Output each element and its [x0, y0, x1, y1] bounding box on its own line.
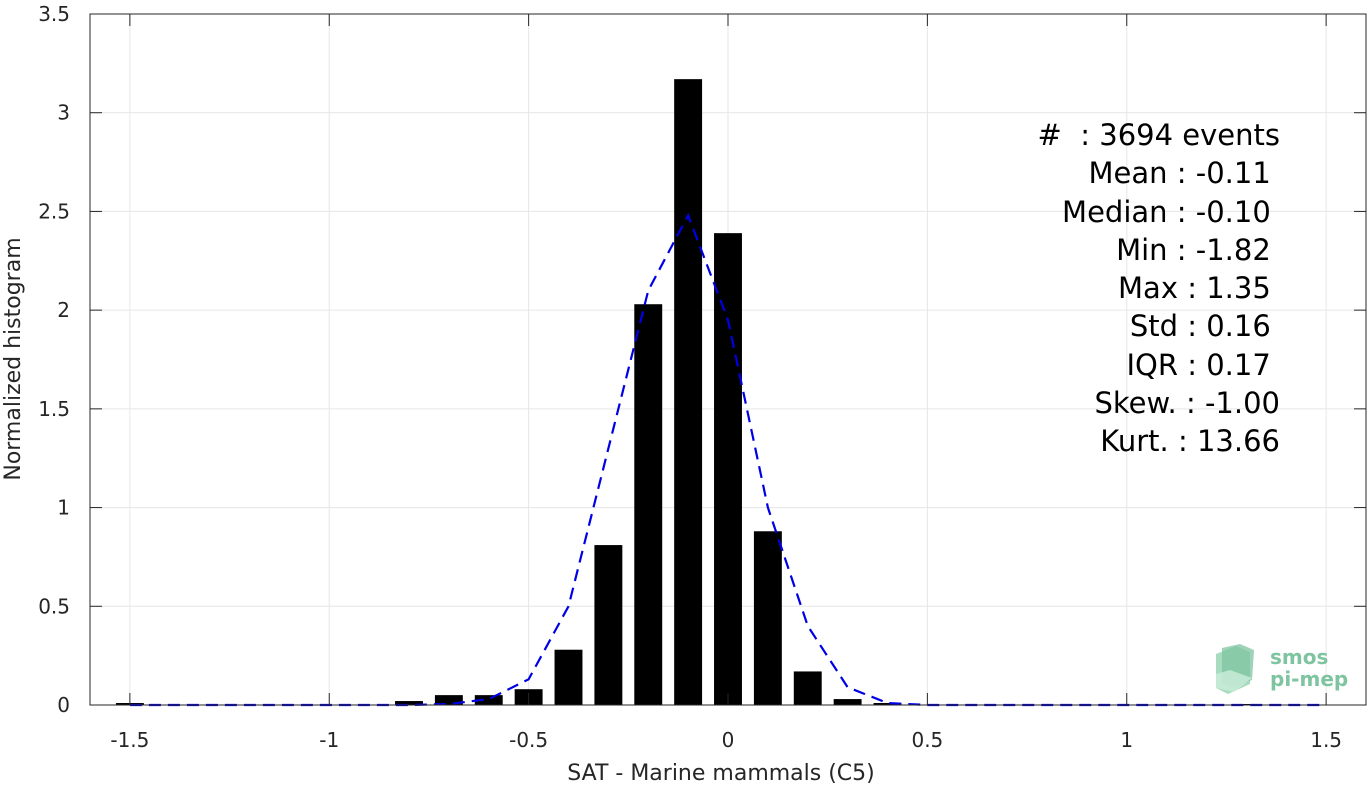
histogram-bars: [115, 79, 1261, 705]
smos-pimep-logo: smos pi-mep: [1216, 644, 1348, 694]
x-axis-label: SAT - Marine mammals (C5): [567, 761, 875, 785]
stats-row: Kurt. : 13.66: [960, 422, 1280, 460]
stats-value: : 13.66: [1177, 424, 1280, 459]
stats-value: : 0.17: [1187, 347, 1280, 382]
histogram-bar: [873, 703, 902, 705]
logo-text-line2: pi-mep: [1270, 667, 1348, 691]
histogram-bar: [753, 531, 782, 705]
stats-label: Std: [1129, 309, 1188, 344]
stats-value: : -0.11: [1176, 156, 1280, 191]
histogram-bar: [833, 699, 862, 705]
y-axis-label: Normalized histogram: [1, 237, 26, 480]
y-tick-label: 3: [57, 101, 70, 125]
stats-row: Max : 1.35: [960, 269, 1280, 307]
stats-label: #: [1037, 118, 1081, 152]
y-tick-label: 2.5: [38, 199, 70, 223]
stats-label: Median: [1062, 194, 1177, 229]
x-tick-label: -0.5: [509, 728, 548, 752]
stats-row: IQR : 0.17: [960, 346, 1280, 384]
stats-value: : 1.35: [1187, 271, 1280, 306]
x-tick-label: 0.5: [911, 728, 943, 752]
axes: [89, 13, 1367, 706]
y-tick-label: 0.5: [38, 594, 70, 618]
statistics-panel: # : 3694 events Mean : -0.11 Median : -0.…: [960, 116, 1280, 461]
histogram-bar: [594, 545, 623, 705]
tick-labels: -1.5 -1 -0.5 0 0.5 1 1.5 0 0.5 1 1.5 2 2.5 3 3.5: [38, 2, 1342, 752]
histogram-bar: [395, 701, 423, 705]
x-tick-label: -1.5: [110, 728, 149, 752]
stats-row: Skew. : -1.00: [960, 384, 1280, 422]
y-tick-label: 0: [57, 693, 70, 717]
stats-label: Max: [1118, 271, 1188, 306]
stats-row: # : 3694 events: [960, 116, 1280, 154]
stats-value: : 0.16: [1187, 309, 1280, 344]
stats-row: Median : -0.10: [960, 193, 1280, 231]
histogram-bar: [674, 79, 703, 705]
stats-label: Skew.: [1094, 386, 1186, 421]
histogram-bar: [714, 233, 742, 705]
histogram-bar: [554, 649, 583, 705]
y-tick-label: 1: [57, 496, 70, 520]
stats-label: Mean: [1088, 156, 1177, 191]
histogram-bar: [634, 304, 663, 705]
y-tick-label: 2: [57, 298, 70, 322]
logo-mark-icon: [1216, 644, 1254, 694]
y-tick-label: 3.5: [38, 2, 70, 26]
y-tick-label: 1.5: [38, 397, 70, 421]
stats-value: : -1.82: [1176, 232, 1280, 267]
stats-label: IQR: [1126, 347, 1188, 382]
stats-row: Mean : -0.11: [960, 154, 1280, 192]
logo-text-line1: smos: [1270, 645, 1328, 669]
histogram-bar: [434, 695, 463, 705]
stats-label: Min: [1116, 232, 1177, 267]
x-tick-label: 0: [722, 728, 735, 752]
stats-label: Kurt.: [1100, 424, 1178, 459]
stats-row: Min : -1.82: [960, 231, 1280, 269]
stats-value: : -1.00: [1185, 386, 1280, 421]
histogram-bar: [474, 695, 503, 705]
x-tick-label: 1: [1120, 728, 1133, 752]
stats-value: : 3694 events: [1080, 118, 1280, 152]
grid-lines: [90, 13, 1366, 706]
x-tick-label: -1: [319, 728, 339, 752]
stats-row: Std : 0.16: [960, 307, 1280, 345]
x-tick-label: 1.5: [1310, 728, 1342, 752]
stats-value: : -0.10: [1176, 194, 1280, 229]
histogram-bar: [793, 671, 822, 705]
